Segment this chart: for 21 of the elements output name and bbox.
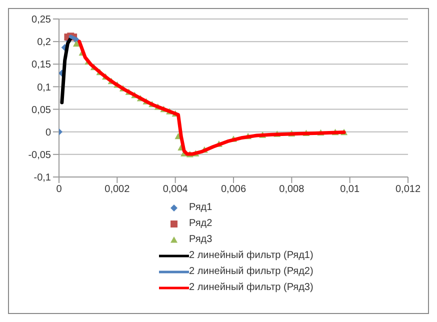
y-tick-label: 0,15 [32,60,52,71]
x-tick-label: 0,01 [340,184,360,196]
legend-label: 2 линейный фильтр (Ряд1) [189,250,314,261]
x-tick-label: 0,002 [104,184,130,196]
legend-label: Ряд2 [189,218,212,229]
x-tick-label: 0,006 [220,184,246,196]
x-tick-label: 0,012 [395,184,421,196]
x-tick-label: 0 [56,184,62,196]
legend-label: Ряд1 [189,202,212,213]
y-tick-label: 0,1 [37,82,52,94]
x-tick-label: 0,004 [162,184,188,196]
legend-label: 2 линейный фильтр (Ряд2) [189,266,314,277]
y-tick-label: 0 [45,127,52,138]
y-tick-label: 0,2 [37,37,52,48]
y-tick-label: 0,05 [32,104,52,116]
x-tick-label: 0,008 [279,184,305,196]
legend-label: 2 линейный фильтр (Ряд3) [189,282,314,293]
legend-label: Ряд3 [189,234,212,245]
y-tick-label: -0,1 [34,172,52,184]
y-tick-label: 0,25 [32,14,52,26]
y-tick-label: -0,05 [28,150,52,161]
